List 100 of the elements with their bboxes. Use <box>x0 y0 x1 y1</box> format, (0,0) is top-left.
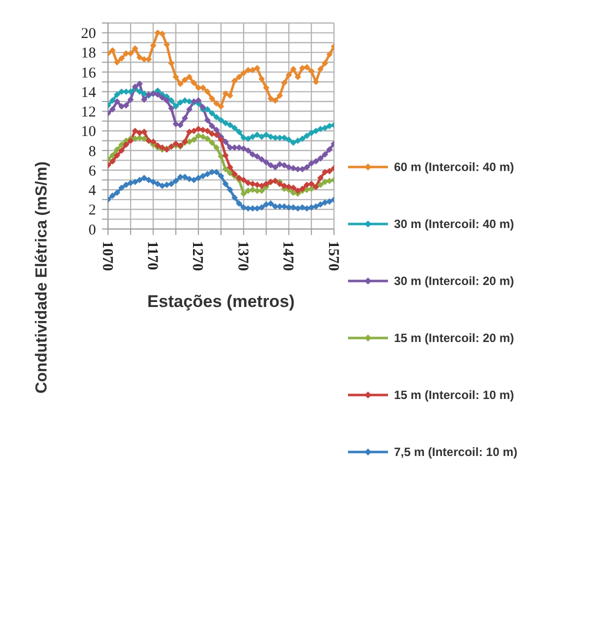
point <box>208 122 216 130</box>
point <box>114 98 120 105</box>
point <box>299 166 306 172</box>
point <box>322 178 328 186</box>
point <box>204 88 211 95</box>
point <box>254 153 260 160</box>
point <box>195 97 202 104</box>
point <box>109 158 116 165</box>
point <box>231 194 238 201</box>
point <box>240 134 247 141</box>
point <box>190 176 198 184</box>
point <box>109 106 116 113</box>
point <box>186 74 193 80</box>
point <box>208 139 216 146</box>
point <box>182 114 188 122</box>
y-tick-label: 10 <box>81 124 96 140</box>
point <box>240 70 247 76</box>
point <box>240 145 247 152</box>
point <box>322 151 328 158</box>
point <box>294 74 302 80</box>
point <box>290 184 297 191</box>
point <box>213 144 220 151</box>
point <box>281 182 288 190</box>
point <box>290 139 297 146</box>
point <box>263 180 270 188</box>
point <box>263 201 270 208</box>
y-axis-title: Condutividade Elétrica (mS/m) <box>34 161 50 394</box>
point <box>308 180 315 188</box>
point <box>122 182 130 188</box>
point <box>204 128 211 134</box>
point <box>258 134 265 140</box>
point <box>136 88 143 95</box>
point <box>244 147 252 154</box>
point <box>236 74 242 80</box>
point <box>249 186 256 193</box>
point <box>244 66 252 74</box>
point <box>317 201 324 208</box>
x-tick-label: 1070 <box>98 241 115 271</box>
point <box>290 66 297 72</box>
y-tick-label: 8 <box>88 144 96 160</box>
point <box>114 152 120 159</box>
legend-label: 60 m (Intercoil: 40 m) <box>394 160 514 174</box>
point <box>286 164 292 170</box>
point <box>114 190 120 196</box>
point <box>276 161 283 168</box>
point <box>240 176 247 184</box>
point <box>140 136 148 142</box>
point <box>200 172 206 180</box>
point <box>172 103 179 110</box>
point <box>317 174 324 182</box>
y-tick-label: 14 <box>81 84 96 101</box>
point <box>195 132 202 140</box>
point <box>254 132 260 138</box>
legend-label: 30 m (Intercoil: 20 m) <box>394 274 514 288</box>
point <box>118 184 125 191</box>
point <box>226 122 234 128</box>
point <box>109 192 116 199</box>
point <box>140 56 148 62</box>
point <box>140 174 148 182</box>
point <box>218 103 224 110</box>
point <box>154 30 161 36</box>
point <box>222 90 229 97</box>
point <box>150 42 156 49</box>
point <box>272 203 278 210</box>
x-tick-label: 1270 <box>189 241 206 271</box>
y-tick-label: 0 <box>88 222 96 238</box>
point <box>140 90 148 97</box>
point <box>213 114 220 120</box>
point <box>154 180 161 188</box>
point <box>249 134 256 140</box>
point <box>317 66 324 72</box>
point <box>326 178 333 184</box>
point <box>204 170 211 178</box>
point <box>258 76 265 82</box>
point <box>213 126 220 134</box>
point <box>312 128 320 134</box>
point <box>200 126 206 134</box>
point <box>218 172 224 180</box>
point <box>254 188 260 194</box>
y-tick-label: 18 <box>81 46 96 62</box>
point <box>268 95 274 102</box>
legend-label: 7,5 m (Intercoil: 10 m) <box>394 445 518 459</box>
point <box>218 116 224 124</box>
x-tick-label: 1370 <box>234 241 250 271</box>
point <box>249 151 256 158</box>
point <box>222 180 229 188</box>
point <box>312 158 320 165</box>
y-tick-label: 20 <box>81 26 96 42</box>
point <box>172 74 179 80</box>
point <box>308 130 315 136</box>
point <box>182 76 188 84</box>
point <box>200 134 206 140</box>
point <box>308 186 315 192</box>
point <box>118 147 125 154</box>
point <box>136 130 143 136</box>
point <box>122 102 130 109</box>
point <box>222 120 229 126</box>
point <box>186 106 193 113</box>
point <box>294 188 302 194</box>
point <box>145 176 152 184</box>
